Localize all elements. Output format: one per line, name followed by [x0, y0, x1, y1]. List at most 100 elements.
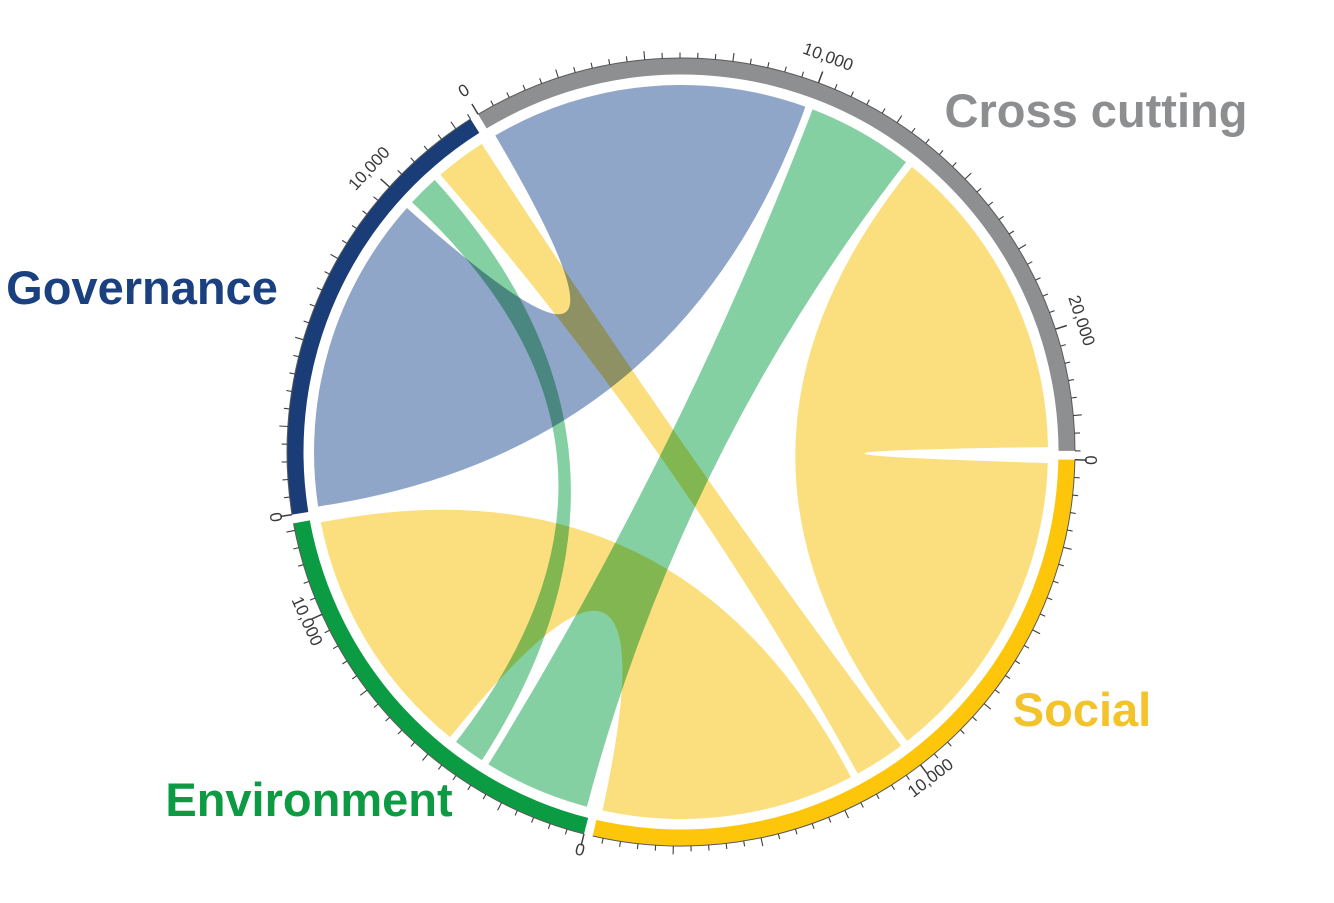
- axis-tick: [1064, 361, 1071, 364]
- axis-tick: [933, 753, 939, 759]
- axis-tick: [643, 51, 646, 60]
- axis-tick: [1042, 293, 1049, 297]
- axis-tick: [905, 774, 910, 781]
- arc-outline-cross-cutting: [477, 57, 1076, 451]
- category-label-governance: Governance: [6, 261, 278, 314]
- axis-tick: [309, 303, 316, 307]
- axis-tick: [850, 91, 854, 97]
- axis-tick: [590, 62, 593, 69]
- axis-tick-label: 0: [266, 511, 286, 523]
- axis-major-tick: [919, 764, 929, 775]
- axis-major-tick: [280, 513, 293, 518]
- category-label-environment: Environment: [165, 773, 453, 826]
- axis-tick: [351, 675, 358, 680]
- axis-tick: [293, 547, 299, 550]
- axis-tick: [1071, 396, 1077, 399]
- axis-tick: [482, 794, 487, 800]
- axis-tick: [298, 564, 304, 567]
- axis-tick: [324, 629, 330, 634]
- category-label-social: Social: [1013, 683, 1151, 736]
- axis-tick: [947, 741, 952, 747]
- axis-major-tick: [380, 178, 391, 188]
- axis-tick: [938, 150, 944, 155]
- axis-tick: [960, 729, 965, 735]
- axis-tick: [743, 840, 746, 847]
- axis-tick: [303, 580, 310, 584]
- axis-tick: [324, 271, 330, 275]
- axis-tick: [619, 841, 622, 847]
- axis-tick: [714, 53, 717, 60]
- axis-major-tick: [580, 833, 585, 846]
- axis-tick: [732, 52, 735, 62]
- axis-tick: [1070, 512, 1076, 515]
- axis-tick: [1014, 660, 1021, 665]
- ribbon-governance-environment[interactable]: [412, 179, 571, 761]
- axis-tick-label: 0: [573, 839, 587, 860]
- arc-outline-governance: [286, 118, 471, 515]
- axis-tick: [397, 729, 403, 735]
- axis-tick: [286, 389, 292, 392]
- axis-tick: [1008, 230, 1015, 235]
- ribbon-social-cross-cutting[interactable]: [795, 166, 1048, 741]
- axis-tick: [555, 69, 559, 78]
- axis-tick: [437, 134, 442, 140]
- axis-tick: [896, 115, 903, 123]
- axis-tick: [397, 169, 402, 175]
- axis-tick: [359, 689, 368, 696]
- arc-segment-governance[interactable]: [287, 119, 480, 515]
- axis-tick: [385, 716, 391, 722]
- axis-tick: [1073, 414, 1082, 417]
- axis-tick: [423, 145, 429, 151]
- axis-tick: [1068, 379, 1075, 382]
- arc-segment-cross-cutting[interactable]: [478, 58, 1076, 451]
- axis-tick: [531, 817, 535, 823]
- ribbon-environment-social[interactable]: [320, 509, 851, 820]
- axis-major-tick: [471, 103, 479, 115]
- axis-tick: [767, 62, 770, 68]
- axis-tick-label: 20,000: [1064, 293, 1098, 348]
- axis-tick: [911, 127, 916, 133]
- axis-tick: [506, 92, 510, 98]
- axis-tick: [1005, 675, 1011, 680]
- axis-major-tick: [310, 613, 323, 620]
- axis-tick: [284, 496, 290, 499]
- axis-tick: [1035, 277, 1041, 281]
- axis-tick: [1067, 529, 1073, 532]
- axis-tick: [777, 833, 781, 840]
- axis-tick: [749, 58, 752, 65]
- ribbon-governance-cross-cutting[interactable]: [314, 85, 806, 507]
- axis-tick: [341, 239, 348, 244]
- axis-tick: [828, 817, 832, 823]
- axis-tick: [522, 84, 526, 91]
- axis-tick: [725, 843, 728, 849]
- axis-tick: [490, 100, 494, 106]
- axis-tick: [1060, 344, 1066, 347]
- axis-tick: [373, 196, 379, 201]
- axis-tick: [342, 660, 348, 665]
- axis-tick: [351, 224, 357, 229]
- axis-tick: [834, 83, 838, 90]
- axis-tick-label: 0: [455, 80, 473, 101]
- ribbon-environment-cross-cutting[interactable]: [488, 109, 906, 807]
- axis-tick: [1063, 546, 1072, 550]
- axis-tick: [1027, 261, 1033, 265]
- axis-tick: [573, 67, 576, 73]
- axis-tick: [452, 775, 457, 781]
- axis-tick: [881, 108, 886, 114]
- category-label-cross-cutting: Cross cutting: [945, 84, 1248, 137]
- axis-tick: [760, 837, 764, 847]
- axis-tick: [625, 56, 628, 62]
- axis-tick: [514, 810, 518, 816]
- axis-tick: [976, 187, 982, 193]
- axis-tick: [972, 716, 977, 722]
- axis-tick: [952, 162, 957, 167]
- axis-tick: [410, 157, 415, 163]
- axis-tick: [289, 372, 295, 375]
- arc-outline-environment: [293, 523, 585, 835]
- axis-tick: [844, 810, 849, 819]
- axis-tick: [283, 407, 290, 410]
- axis-tick: [1049, 310, 1055, 314]
- axis-tick: [1023, 645, 1030, 649]
- axis-tick: [309, 597, 316, 601]
- axis-tick: [286, 529, 296, 533]
